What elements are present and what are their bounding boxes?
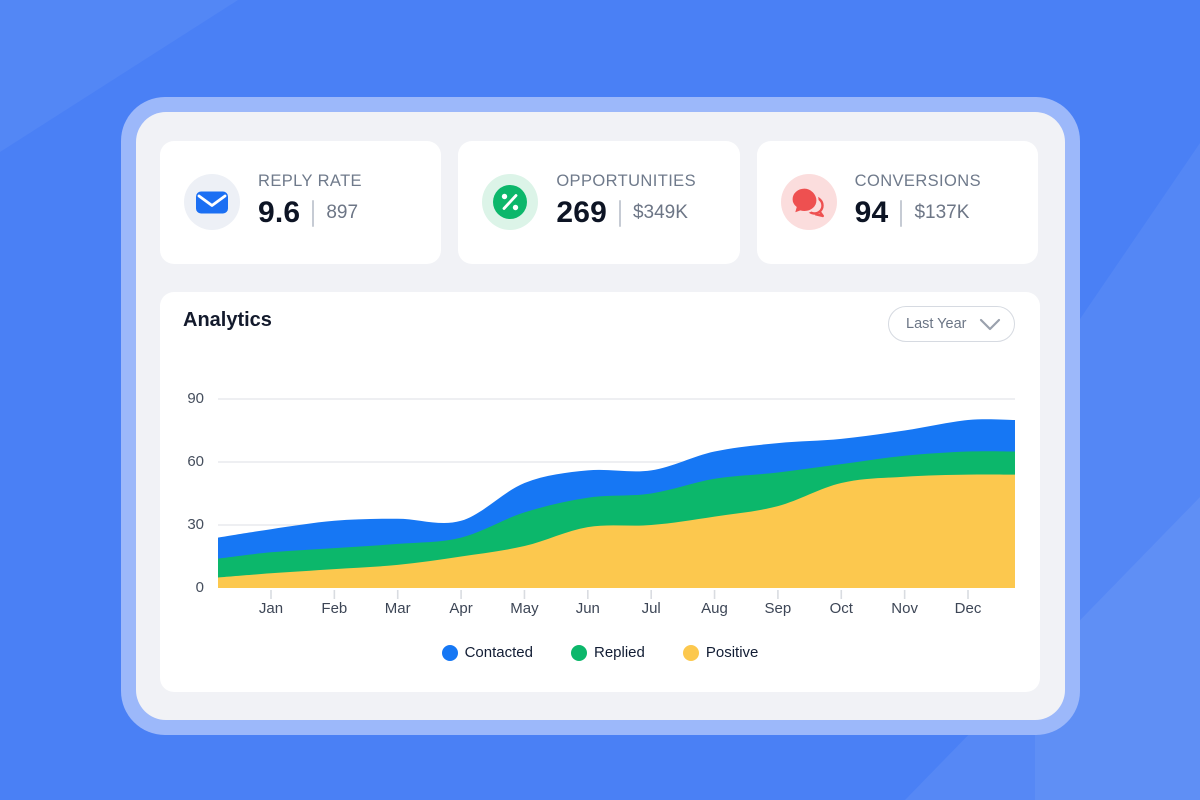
mail-icon <box>184 174 240 230</box>
x-axis-label-may: May <box>510 600 539 617</box>
x-axis-label-feb: Feb <box>321 600 348 617</box>
x-axis-label-jul: Jul <box>641 600 661 617</box>
divider <box>618 199 621 227</box>
stat-text: REPLY RATE 9.6 897 <box>258 172 362 230</box>
stat-text: OPPORTUNITIES 269 $349K <box>556 172 696 230</box>
percent-icon <box>482 174 539 230</box>
stat-value: 94 <box>854 196 889 229</box>
stat-card-conversions: CONVERSIONS 94 $137K <box>756 141 1038 264</box>
x-axis-label-sep: Sep <box>764 600 792 617</box>
y-axis-label: 60 <box>187 453 204 470</box>
x-axis-label-mar: Mar <box>384 600 411 617</box>
chat-icon <box>780 174 837 230</box>
x-axis-label-apr: Apr <box>449 600 473 617</box>
x-axis-label-nov: Nov <box>891 600 918 617</box>
stat-value: 9.6 <box>258 196 301 229</box>
stat-text: CONVERSIONS 94 $137K <box>855 172 981 230</box>
chart-legend: Contacted Replied Positive <box>160 644 1040 661</box>
legend-item-replied[interactable]: Replied <box>570 644 645 661</box>
legend-label: Replied <box>593 644 645 661</box>
area-series-positive <box>218 474 1015 588</box>
stat-label: CONVERSIONS <box>854 172 981 190</box>
y-axis-label: 90 <box>187 390 204 407</box>
legend-dot <box>441 644 458 661</box>
analytics-chart: Contacted Replied Positive 0 30 60 90 Jan Feb Ma… <box>160 292 1040 692</box>
stat-value: 269 <box>556 196 607 229</box>
legend-label: Positive <box>705 644 759 661</box>
period-dropdown-value: Last Year <box>906 316 967 332</box>
stat-secondary-value: $137K <box>914 202 970 223</box>
stat-card-reply-rate: REPLY RATE 9.6 897 <box>160 141 442 264</box>
stacked-area-chart <box>218 398 1015 599</box>
x-axis-label-jan: Jan <box>258 600 284 617</box>
stats-row: REPLY RATE 9.6 897 <box>160 141 1038 264</box>
analytics-card: Analytics Last Year Contacted Replied Posi… <box>160 292 1040 692</box>
y-axis-label: 0 <box>195 579 204 596</box>
x-axis-label-aug: Aug <box>701 600 728 617</box>
stat-label: REPLY RATE <box>258 172 362 190</box>
legend-label: Contacted <box>464 644 533 661</box>
stat-card-opportunities: OPPORTUNITIES 269 $349K <box>458 141 740 264</box>
stat-secondary-value: $349K <box>632 202 688 223</box>
y-axis-label: 30 <box>187 516 204 533</box>
stat-label: OPPORTUNITIES <box>556 172 696 190</box>
app-frame: REPLY RATE 9.6 897 <box>121 97 1080 735</box>
legend-dot <box>682 644 699 661</box>
x-axis-label-oct: Oct <box>829 600 853 617</box>
legend-item-positive[interactable]: Positive <box>682 644 759 661</box>
stat-secondary-value: 897 <box>326 202 359 223</box>
divider <box>900 199 903 227</box>
divider <box>312 199 315 227</box>
legend-dot <box>570 644 587 661</box>
chevron-down-icon <box>979 318 1001 331</box>
dashboard-panel: REPLY RATE 9.6 897 <box>136 112 1065 720</box>
page-title: Analytics <box>183 309 272 331</box>
x-axis-label-jun: Jun <box>575 600 600 617</box>
x-axis-label-dec: Dec <box>954 600 982 617</box>
period-dropdown[interactable]: Last Year <box>888 306 1015 342</box>
legend-item-contacted[interactable]: Contacted <box>441 644 533 661</box>
